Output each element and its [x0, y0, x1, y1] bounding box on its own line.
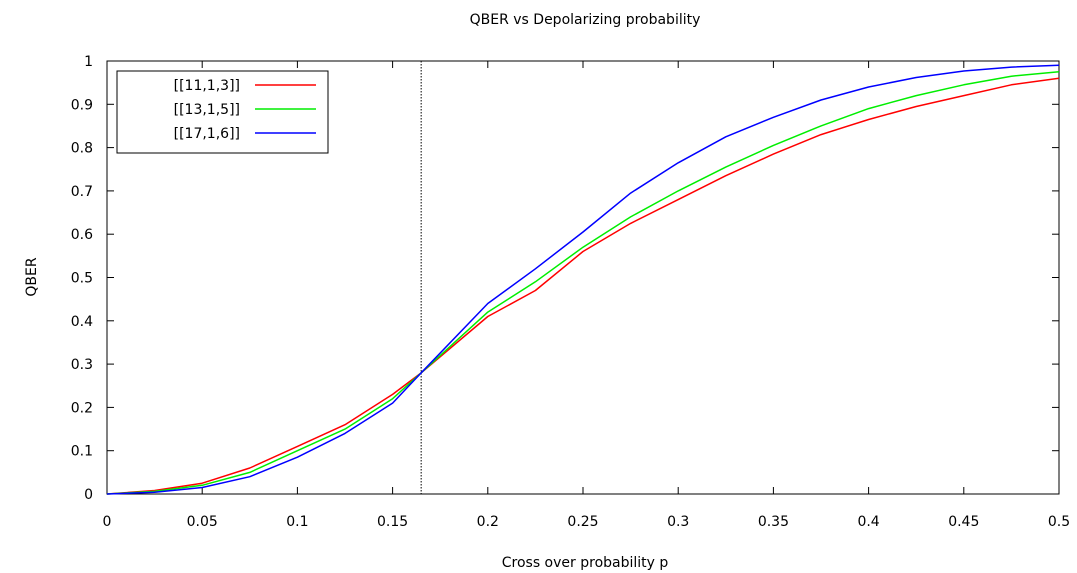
legend: [[11,1,3]] [[13,1,5]] [[17,1,6]] [116, 70, 329, 154]
legend-label: [[11,1,3]] [174, 78, 240, 94]
y-tick-label: 0 [84, 487, 93, 503]
y-tick-label: 0.5 [71, 271, 93, 287]
y-tick-label: 1 [84, 54, 93, 70]
series-lines [106, 64, 1060, 495]
y-tick-label: 0.7 [71, 184, 93, 200]
x-tick-label: 0 [103, 514, 112, 530]
y-tick-label: 0.6 [71, 227, 93, 243]
series-line-2 [106, 64, 1060, 495]
x-tick-label: 0.3 [667, 514, 689, 530]
x-axis-label: Cross over probability p [502, 555, 669, 571]
x-tick-label: 0.05 [187, 514, 218, 530]
y-tick-label: 0.1 [71, 444, 93, 460]
y-tick-label: 0.4 [71, 314, 93, 330]
series-line-1 [106, 71, 1060, 495]
series-line-0 [106, 77, 1060, 495]
legend-label: [[13,1,5]] [174, 102, 240, 118]
x-tick-label: 0.5 [1048, 514, 1070, 530]
y-axis-label: QBER [24, 257, 40, 296]
x-tick-label: 0.25 [567, 514, 598, 530]
x-tick-label: 0.1 [286, 514, 308, 530]
y-tick-label: 0.3 [71, 357, 93, 373]
axis-ticks: 0 0.05 0.1 0.15 0.2 0.25 0.3 0.35 0.4 0.45 0.5 0 0.1… [71, 54, 1070, 530]
x-tick-label: 0.45 [948, 514, 979, 530]
x-tick-label: 0.15 [377, 514, 408, 530]
x-tick-label: 0.4 [857, 514, 879, 530]
legend-label: [[17,1,6]] [174, 126, 240, 142]
y-tick-label: 0.8 [71, 141, 93, 157]
y-tick-label: 0.9 [71, 97, 93, 113]
x-tick-label: 0.2 [477, 514, 499, 530]
y-tick-label: 0.2 [71, 400, 93, 416]
x-tick-label: 0.35 [758, 514, 789, 530]
chart-title: QBER vs Depolarizing probability [470, 12, 701, 28]
